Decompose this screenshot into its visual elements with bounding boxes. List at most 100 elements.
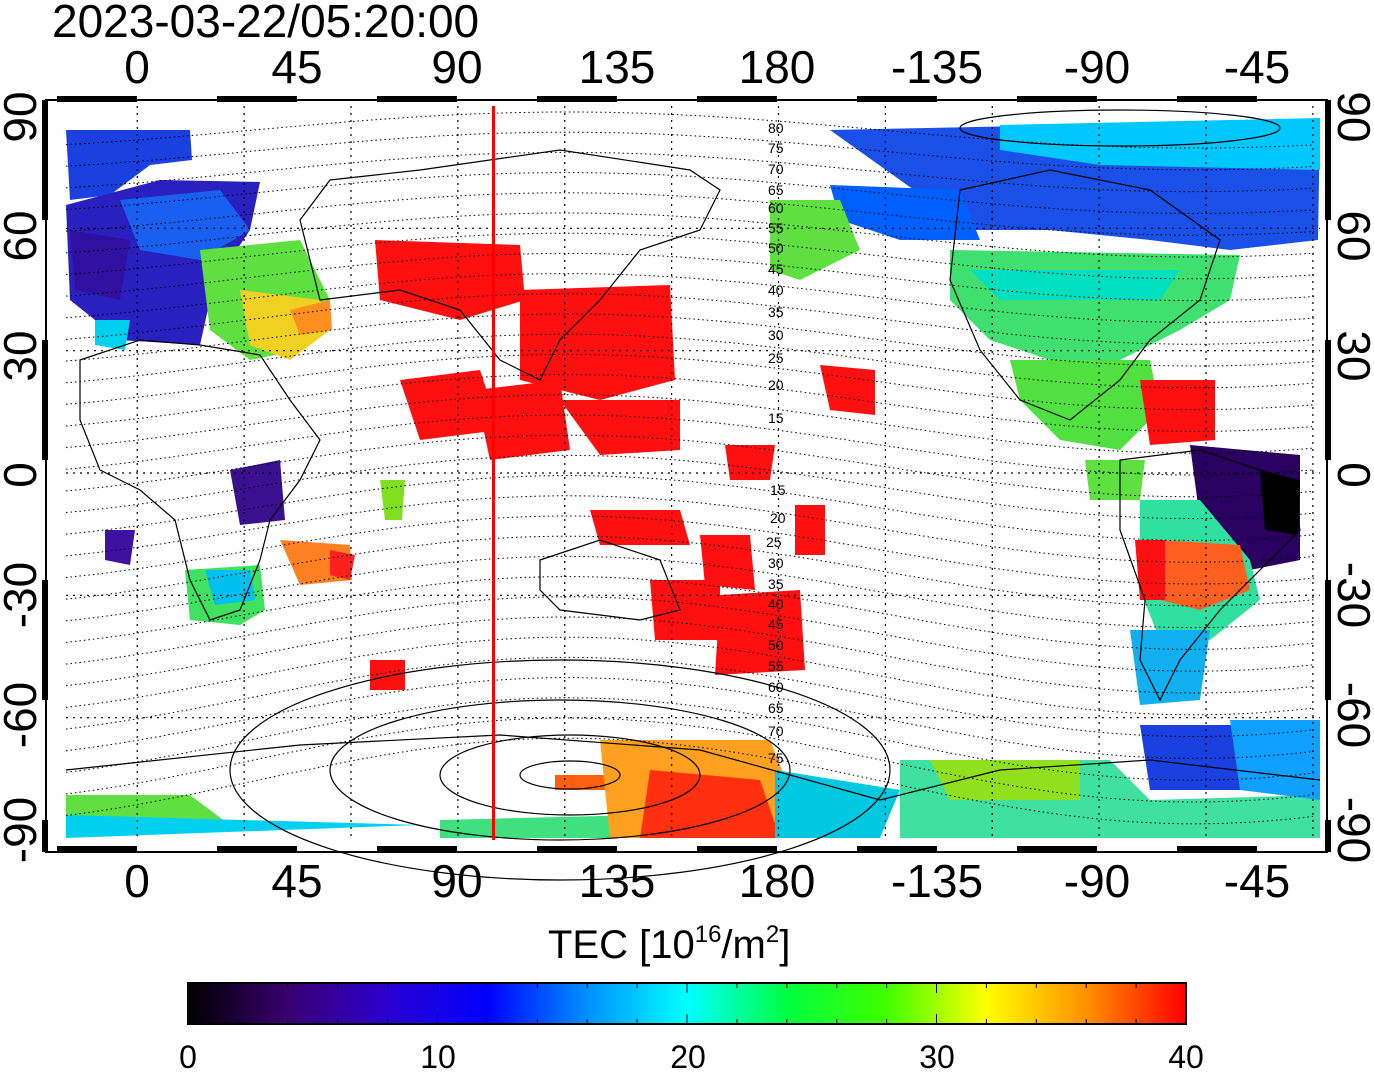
- mag-lat-contour: [65, 535, 1315, 607]
- left-lat-label-m30: -30: [0, 562, 46, 628]
- mlat-label-n35: 35: [768, 304, 784, 320]
- mag-lat-contour: [65, 313, 1315, 367]
- mag-pole-contour: [519, 760, 621, 790]
- timestamp-title: 2023-03-22/05:20:00: [52, 0, 479, 47]
- frame-tick-bar: [377, 846, 457, 852]
- mag-lat-contour: [65, 717, 1315, 803]
- bottom-lon-label-m135: -135: [891, 855, 983, 907]
- frame-tick-bar: [697, 846, 777, 852]
- mag-pole-contour: [439, 734, 701, 816]
- mlat-label-s50: 50: [768, 637, 784, 653]
- left-lat-label-m90: -90: [0, 797, 46, 863]
- mlat-label-s70: 70: [768, 723, 784, 739]
- mlat-label-n30: 30: [768, 327, 784, 343]
- mag-lat-contour: [65, 555, 1315, 629]
- mag-lat-contour: [65, 333, 1315, 389]
- map-panel: 80 75 70 65 60 55 50 45 40 35 30 25 20 1…: [42, 96, 1331, 881]
- frame-tick-bar: [1325, 820, 1331, 852]
- mlat-label-n75: 75: [768, 140, 784, 156]
- frame-tick-bar: [42, 340, 48, 460]
- right-lat-label-30: 30: [1328, 330, 1374, 381]
- mlat-label-n40: 40: [768, 282, 784, 298]
- frame-ticks: [42, 96, 1331, 852]
- mag-lat-contour: [65, 697, 1315, 781]
- lat-lon-grid: [66, 106, 1320, 840]
- frame-tick-bar: [1017, 96, 1097, 102]
- top-lon-label-135: 135: [579, 41, 656, 93]
- mlat-label-s20: 20: [770, 510, 786, 526]
- frame-tick-bar: [697, 96, 777, 102]
- frame-tick-bar: [57, 846, 137, 852]
- mlat-label-s15: 15: [770, 482, 786, 498]
- tec-data-patches: [66, 118, 1320, 838]
- frame-tick-bar: [57, 96, 137, 102]
- mag-lat-contour: [65, 273, 1315, 323]
- mlat-label-n65: 65: [768, 182, 784, 198]
- mlat-label-s40: 40: [768, 596, 784, 612]
- mag-lat-contour: [65, 353, 1315, 411]
- bottom-lon-label-135: 135: [579, 855, 656, 907]
- mag-lat-contour: [65, 212, 1315, 258]
- colorbar-tick-label-0: 0: [179, 1039, 197, 1073]
- bottom-lon-label-m90: -90: [1064, 855, 1130, 907]
- magnetic-latitude-contours: [65, 109, 1315, 881]
- mag-pole-contour: [329, 699, 791, 841]
- bottom-lon-label-m45: -45: [1224, 855, 1290, 907]
- mag-lat-contour: [65, 192, 1315, 236]
- colorbar-tick-label-30: 30: [919, 1039, 955, 1073]
- mlat-label-s45: 45: [768, 616, 784, 632]
- right-lat-label-60: 60: [1328, 210, 1374, 261]
- frame-tick-bar: [857, 96, 937, 102]
- bottom-lon-label-180: 180: [739, 855, 816, 907]
- top-lon-label-0: 0: [124, 41, 150, 93]
- mag-lat-contour: [65, 515, 1315, 585]
- top-lon-label-180: 180: [739, 41, 816, 93]
- frame-tick-bar: [1017, 846, 1097, 852]
- right-lat-label-90: 90: [1328, 91, 1374, 142]
- frame-tick-bar: [1177, 96, 1257, 102]
- frame-tick-bar: [217, 846, 297, 852]
- mag-lat-contour: [65, 737, 1315, 825]
- frame-tick-bar: [377, 96, 457, 102]
- mlat-label-s75: 75: [768, 750, 784, 766]
- top-lon-label-90: 90: [431, 41, 482, 93]
- left-lat-label-0: 0: [0, 462, 46, 488]
- frame-tick-bar: [1325, 340, 1331, 460]
- frame-tick-bar: [217, 96, 297, 102]
- left-lat-label-m60: -60: [0, 682, 46, 748]
- frame-tick-bar: [42, 580, 48, 700]
- mlat-label-n25: 25: [768, 350, 784, 366]
- mlat-label-s55: 55: [768, 658, 784, 674]
- colorbar-tick-label-10: 10: [420, 1039, 456, 1073]
- mag-lat-contour: [65, 656, 1315, 738]
- frame-tick-bar: [42, 100, 48, 220]
- right-lat-label-m60: -60: [1328, 682, 1374, 748]
- frame-tick-bar: [1325, 100, 1331, 220]
- mlat-label-s25: 25: [766, 534, 782, 550]
- mag-lat-contour: [65, 151, 1315, 193]
- mlat-label-n55: 55: [768, 220, 784, 236]
- mag-pole-contour: [229, 659, 891, 881]
- top-lon-label-m45: -45: [1224, 41, 1290, 93]
- mlat-label-n60: 60: [768, 200, 784, 216]
- mlat-label-n70: 70: [768, 161, 784, 177]
- right-lat-label-m30: -30: [1328, 562, 1374, 628]
- top-lon-label-m135: -135: [891, 41, 983, 93]
- mlat-label-n80: 80: [768, 120, 784, 136]
- colorbar-title: TEC [1016/m2]: [548, 921, 790, 967]
- mag-pole-contour: [959, 109, 1281, 147]
- colorbar-ticks: [187, 983, 1187, 1024]
- mlat-label-s65: 65: [768, 700, 784, 716]
- top-lon-label-m90: -90: [1064, 41, 1130, 93]
- right-lat-label-0: 0: [1328, 462, 1374, 488]
- left-lat-label-60: 60: [0, 210, 46, 261]
- top-lon-label-45: 45: [271, 41, 322, 93]
- mag-lat-contour: [65, 677, 1315, 759]
- mlat-label-n45: 45: [768, 261, 784, 277]
- mlat-label-s35: 35: [768, 576, 784, 592]
- mlat-label-n15: 15: [768, 410, 784, 426]
- mag-lat-contour: [65, 172, 1315, 214]
- mag-lat-contour: [65, 232, 1315, 280]
- frame-tick-bar: [1177, 846, 1257, 852]
- frame-tick-bar: [1325, 580, 1331, 700]
